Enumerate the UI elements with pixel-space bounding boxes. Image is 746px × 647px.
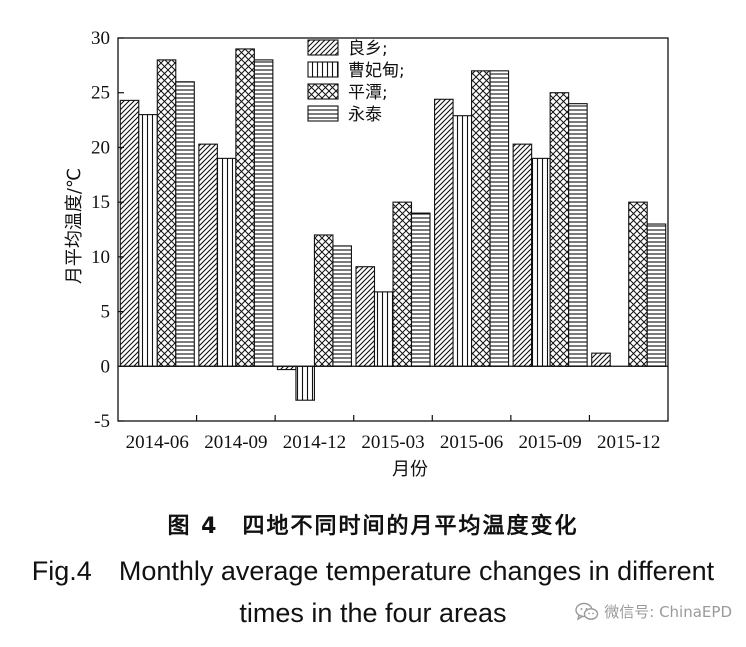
y-tick-label: 20 [91,137,110,158]
bar-2015-06-4 [489,70,510,367]
legend: 良乡;曹妃甸;平潭;永泰 [307,39,405,125]
legend-swatch [307,105,339,122]
x-tick-label: 2014-12 [283,432,346,453]
bar-2015-09-4 [568,103,588,367]
bar-2015-06-1 [434,98,454,367]
bar-2014-06-1 [119,99,140,367]
bar-2014-06-2 [138,114,158,367]
figure-caption-chinese: 图 4 四地不同时间的月平均温度变化 [167,514,579,539]
figure-caption-english-line-2: times in the four areas [239,598,507,628]
x-tick-label: 2015-03 [361,432,424,453]
x-axis-title: 月份 [392,459,428,480]
x-tick-label: 2015-12 [597,432,660,453]
bar-2014-12-3 [313,234,334,367]
bar-2014-09-2 [216,157,237,367]
y-tick-label: 30 [91,28,110,49]
bar-2015-03-2 [373,291,394,367]
bar-2014-06-3 [156,59,177,367]
y-tick-label: 15 [91,192,110,213]
figure-caption-english: Fig.4 Monthly average temperature change… [0,550,746,634]
legend-label: 良乡; [348,39,388,59]
bars-layer [119,48,667,401]
legend-swatch [307,83,339,100]
y-tick-label: 10 [91,247,110,268]
bar-2014-06-4 [175,81,195,367]
bar-2014-12-4 [332,245,352,367]
bar-2015-03-3 [392,201,413,367]
bar-2015-06-3 [471,70,491,367]
bar-2014-12-2 [295,365,315,401]
legend-label: 平潭; [348,83,388,103]
axes-layer: -5 0 5 10 15 20 25 30 2014-06 2014-09 2014-12 2015-… [91,28,668,453]
legend-swatch [307,61,339,78]
legend-label: 永泰 [348,105,382,125]
bar-2015-03-1 [355,266,376,367]
y-tick-label: 25 [91,83,110,104]
plot-border [117,37,669,422]
bar-2014-09-4 [253,59,274,367]
x-tick-label: 2015-06 [440,432,503,453]
x-tick-label: 2015-09 [518,432,581,453]
bar-2014-09-1 [198,143,218,367]
bar-2015-09-2 [531,157,551,367]
y-axis-title: 月平均温度/℃ [64,168,85,284]
bar-2015-09-1 [512,143,533,367]
wechat-icon [575,602,599,620]
figure-caption-english-line-1: Fig.4 Monthly average temperature change… [31,556,715,586]
plot-frame [117,37,669,422]
x-tick-label: 2014-09 [204,432,267,453]
bar-2015-03-4 [410,212,431,367]
legend-swatch [307,39,339,56]
legend-label: 曹妃甸; [348,61,405,81]
bar-2014-09-3 [235,48,255,367]
y-tick-label: -5 [94,411,110,432]
bar-2015-12-3 [628,201,648,367]
bar-2015-12-1 [591,352,611,367]
bar-2015-12-4 [646,223,667,367]
temperature-bar-chart: -5 0 5 10 15 20 25 30 2014-06 2014-09 2014-12 2015-… [64,28,669,480]
bar-2015-06-2 [452,115,473,367]
bar-2015-09-3 [549,92,570,367]
y-tick-label: 0 [101,356,111,377]
watermark-text: 微信号: ChinaEPD [604,603,732,621]
watermark: 微信号: ChinaEPD [575,601,732,622]
x-tick-label: 2014-06 [126,432,189,453]
y-tick-label: 5 [101,302,111,323]
